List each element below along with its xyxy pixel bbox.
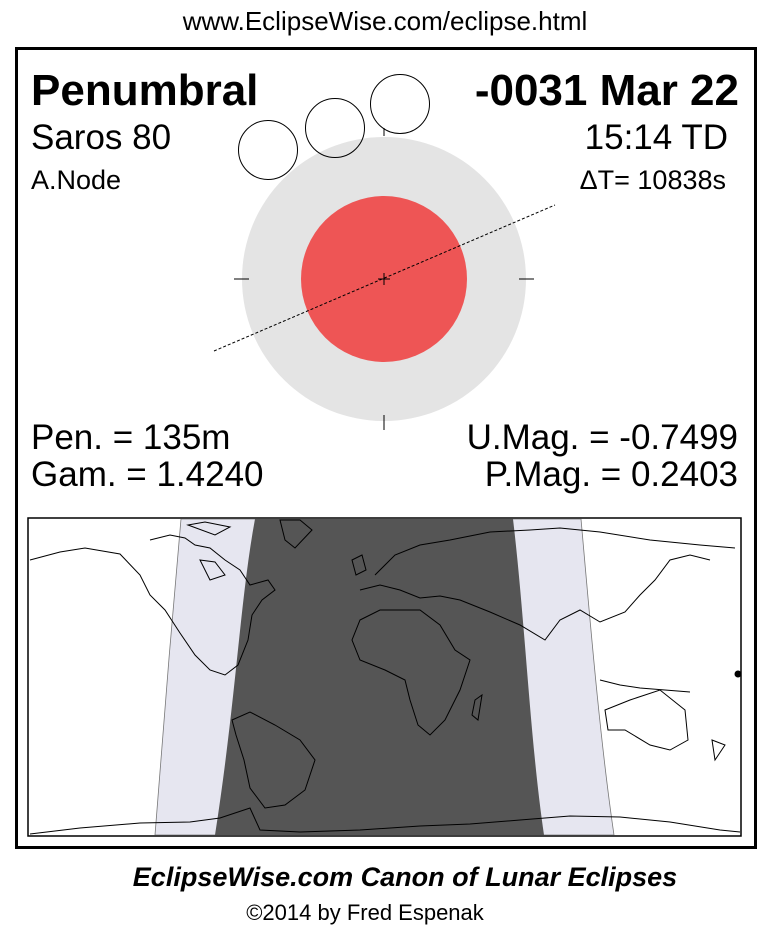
source-url: www.EclipseWise.com/eclipse.html	[182, 6, 588, 36]
moon-last-contact	[370, 74, 430, 134]
gamma: Gam. = 1.4240	[31, 455, 264, 494]
moon-greatest	[305, 98, 365, 158]
moon-positions	[238, 74, 430, 180]
umbral-magnitude: U.Mag. = -0.7499	[466, 418, 738, 457]
saros-number: Saros 80	[31, 118, 172, 157]
penumbral-duration: Pen. = 135m	[31, 418, 231, 457]
delta-t: ΔT= 10838s	[579, 165, 726, 195]
visibility-map	[27, 517, 742, 837]
axis-ticks	[234, 128, 534, 430]
penumbral-magnitude: P.Mag. = 0.2403	[484, 455, 738, 494]
moon-path-line	[213, 204, 556, 352]
coastlines	[29, 519, 741, 835]
eclipse-panel	[15, 47, 757, 849]
eclipse-type: Penumbral	[31, 66, 259, 115]
eclipse-time: 15:14 TD	[584, 118, 728, 157]
moon-first-contact	[238, 120, 298, 180]
night-zone	[215, 519, 544, 835]
footer-copyright: ©2014 by Fred Espenak	[246, 900, 484, 925]
eclipse-date: -0031 Mar 22	[474, 66, 739, 115]
greatest-eclipse-point	[734, 670, 742, 678]
node-label: A.Node	[31, 165, 122, 195]
footer-title: EclipseWise.com Canon of Lunar Eclipses	[132, 862, 678, 892]
